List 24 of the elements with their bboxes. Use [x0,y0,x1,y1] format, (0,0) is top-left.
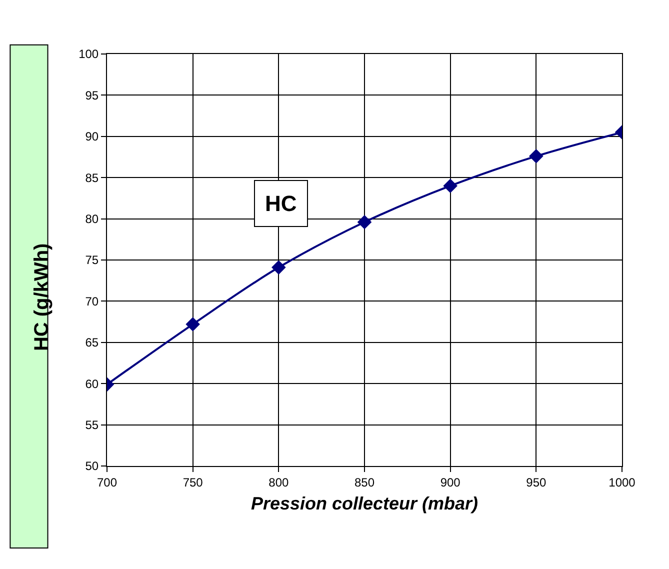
y-tick-label: 50 [85,459,99,474]
x-tick-label: 1000 [608,475,636,490]
text: HC [265,191,297,216]
y-tick-label: 60 [85,376,99,391]
y-tick-label: 55 [85,418,99,432]
x-tick-label: 900 [440,475,461,490]
x-tick-label: 800 [268,475,289,490]
y-axis-title: HC (g/kWh) [30,243,53,352]
x-tick-label: 700 [96,475,118,490]
y-tick-label: 85 [85,170,99,185]
y-tick-label: 75 [85,253,99,268]
y-tick-label: 80 [85,212,99,226]
x-axis-title: Pression collecteur (mbar) [250,494,478,514]
point [357,214,372,230]
y-tick-label: 90 [85,130,99,144]
y-tick-label: 95 [85,88,99,102]
x-tick-label: 850 [354,475,375,490]
point [272,260,286,275]
y-tick-label: 100 [78,47,99,62]
x-tick-label: 950 [526,475,546,490]
y-tick-label: 65 [85,336,99,350]
y-tick-label: 70 [85,294,99,308]
point [443,178,458,193]
x-tick-label: 750 [182,475,204,490]
